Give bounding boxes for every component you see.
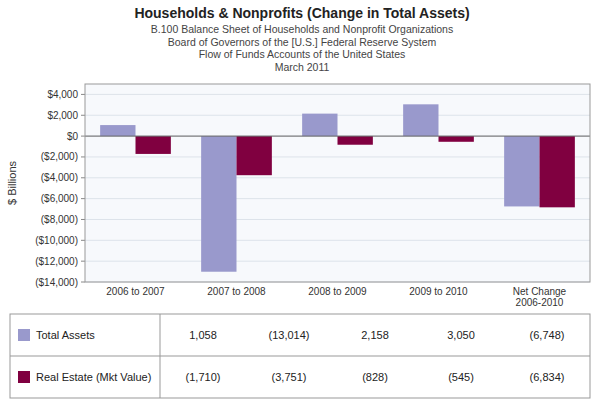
category-label: 2006 to 2007 (106, 286, 165, 297)
category-label: 2007 to 2008 (207, 286, 266, 297)
table-frame (10, 314, 590, 398)
category-label-line: 2007 to 2008 (207, 286, 266, 297)
subtitle: March 2011 (275, 61, 330, 73)
legend-label: Total Assets (36, 329, 95, 341)
table-value: (6,834) (530, 371, 565, 383)
bar (439, 136, 474, 142)
tick-mark (81, 156, 85, 157)
category-label-line: 2008 to 2009 (308, 286, 367, 297)
tick-label: ($4,000) (41, 172, 78, 183)
tick-label: $0 (67, 131, 79, 142)
tick-mark (81, 136, 85, 137)
grid-line (85, 240, 590, 241)
tick-mark (81, 282, 85, 283)
grid-line (85, 219, 590, 220)
tick-label: $2,000 (47, 110, 78, 121)
tick-mark (81, 261, 85, 262)
table-divider (160, 314, 161, 398)
axis-label: $ Billions (6, 160, 18, 205)
grid-line (85, 136, 590, 137)
category-label-line: Net Change (513, 286, 567, 297)
bar (338, 136, 373, 145)
table-value: 1,058 (189, 329, 217, 341)
tick-mark (81, 177, 85, 178)
bar (540, 136, 575, 207)
category-label-line: 2006-2010 (516, 297, 564, 308)
table-value: (828) (362, 371, 388, 383)
tick-label: ($2,000) (41, 151, 78, 162)
table-value: 2,158 (361, 329, 389, 341)
tick-mark (81, 94, 85, 95)
subtitle: Board of Governors of the [U.S.] Federal… (168, 36, 437, 48)
legend-swatch (18, 371, 30, 383)
tick-label: ($8,000) (41, 214, 78, 225)
tick-mark (81, 240, 85, 241)
tick-label: $4,000 (47, 89, 78, 100)
plot-frame (85, 84, 590, 282)
bar (302, 114, 337, 136)
tick-mark (81, 219, 85, 220)
tick-label: ($6,000) (41, 193, 78, 204)
tick-mark (81, 115, 85, 116)
table-value: (3,751) (272, 371, 307, 383)
tick-label: ($10,000) (35, 235, 78, 246)
subtitle: B.100 Balance Sheet of Households and No… (151, 23, 453, 35)
table-value: (1,710) (186, 371, 221, 383)
grid-line (85, 261, 590, 262)
table-divider (10, 356, 590, 357)
category-label: 2009 to 2010 (409, 286, 468, 297)
category-label: 2008 to 2009 (308, 286, 367, 297)
bar (237, 136, 272, 175)
category-label-line: 2006 to 2007 (106, 286, 165, 297)
category-label-line: 2009 to 2010 (409, 286, 468, 297)
table-value: (13,014) (269, 329, 310, 341)
zero-line (85, 136, 590, 137)
bar (201, 136, 236, 272)
subtitle: Flow of Funds Accounts of the United Sta… (199, 48, 406, 60)
table-value: (6,748) (530, 329, 565, 341)
tick-mark (81, 198, 85, 199)
category-label: Net Change2006-2010 (513, 286, 567, 308)
legend-label: Real Estate (Mkt Value) (36, 371, 151, 383)
table-value: (545) (448, 371, 474, 383)
legend-swatch (18, 329, 30, 341)
bar (403, 104, 438, 136)
tick-label: ($12,000) (35, 256, 78, 267)
chart: Households & Nonprofits (Change in Total… (0, 0, 604, 415)
bar (504, 136, 539, 206)
bars (100, 104, 575, 271)
plot-background (85, 84, 590, 282)
bar (136, 136, 171, 154)
bar (100, 125, 135, 136)
title: Households & Nonprofits (Change in Total… (134, 5, 469, 21)
tick-label: ($14,000) (35, 277, 78, 288)
table-value: 3,050 (447, 329, 475, 341)
grid-line (85, 94, 590, 95)
